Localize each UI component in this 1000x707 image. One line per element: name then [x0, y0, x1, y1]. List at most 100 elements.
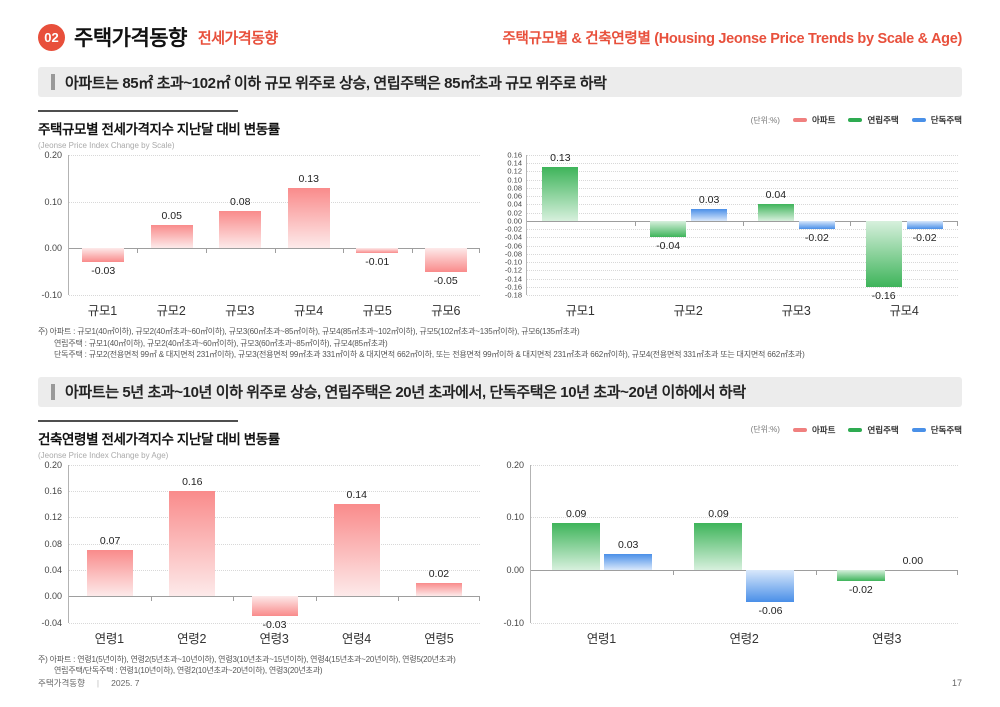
bar	[251, 596, 298, 617]
y-tick-label: -0.02	[504, 224, 522, 234]
chart-section-subtitle: (Jeonse Price Index Change by Scale)	[38, 141, 175, 151]
bar-slot: -0.01	[356, 155, 399, 295]
bar-slot: -0.16	[865, 155, 902, 302]
y-tick-label: 0.00	[44, 591, 62, 602]
gridline	[527, 295, 958, 297]
x-category-label: 규모3	[225, 304, 255, 319]
gridline	[69, 464, 480, 466]
plot-area: -0.03 0.05 0.08 0.13 -0.01 -0.05	[68, 155, 480, 297]
section-head-age: 건축연령별 전세가격지수 지난달 대비 변동률 (Jeonse Price In…	[38, 419, 962, 460]
x-category-label: 연령3	[259, 631, 289, 646]
footer-doc-title: 주택가격동향	[38, 678, 85, 688]
y-tick-label: 0.14	[507, 158, 522, 168]
header-topic: 주택규모별 & 건축연령별 (Housing Jeonse Price Tren…	[502, 30, 962, 47]
gridline	[527, 171, 958, 173]
category-group: 0.09 0.03	[531, 465, 673, 623]
gridline	[527, 270, 958, 272]
gridline	[531, 622, 958, 624]
bar-slot: -0.04	[650, 155, 687, 295]
bar	[542, 167, 579, 221]
x-category-label: 연령5	[424, 631, 454, 646]
x-axis-tick	[397, 596, 399, 602]
y-tick-label: 0.20	[506, 459, 524, 470]
page-number: 17	[951, 678, 962, 688]
x-axis-tick	[815, 570, 817, 576]
bar	[415, 583, 462, 597]
x-axis-tick	[673, 570, 675, 576]
chart-legend: (단위:%) 아파트 연립주택 단독주택	[751, 114, 962, 126]
gridline	[527, 286, 958, 288]
category-group: 0.16	[151, 465, 233, 623]
legend-label: 아파트	[811, 115, 836, 126]
legend-swatch-detached	[911, 427, 926, 432]
category-group: 0.04 -0.02	[743, 155, 851, 295]
x-category-label: 연령2	[177, 631, 207, 646]
gridline	[527, 155, 958, 157]
category-group: 0.09 -0.06	[673, 465, 815, 623]
section-title-block: 건축연령별 전세가격지수 지난달 대비 변동률 (Jeonse Price In…	[38, 419, 280, 460]
bar-slot: -0.02	[798, 155, 835, 295]
unit-label: (단위:%)	[750, 425, 780, 435]
bar-value-label: 0.05	[161, 210, 182, 223]
bar-value-label: 0.00	[902, 555, 924, 568]
x-category-label: 규모5	[362, 304, 392, 319]
category-group: 0.13	[275, 155, 344, 295]
legend-label: 단독주택	[930, 115, 962, 126]
x-axis-tick	[315, 596, 317, 602]
gridline	[527, 229, 958, 231]
gridline	[527, 237, 958, 239]
category-group: -0.16 -0.02	[850, 155, 958, 302]
bar-slot: -0.03	[251, 465, 298, 631]
y-tick-label: -0.04	[504, 232, 522, 242]
x-category-label: 규모1	[565, 304, 595, 319]
bar-value-label: 0.13	[298, 172, 319, 185]
bar-value-label: -0.16	[871, 289, 896, 302]
bar-slot: -0.06	[746, 465, 795, 623]
bar-value-label: 0.16	[182, 476, 203, 489]
bar	[757, 204, 794, 221]
bar-value-label: 0.13	[550, 152, 571, 165]
y-tick-label: 0.00	[44, 243, 62, 254]
footnote-line: 연립주택 : 규모1(40㎡이하), 규모2(40㎡초과~60㎡이하), 규모3…	[54, 338, 388, 348]
x-category-label: 규모4	[889, 304, 919, 319]
header-left: 02 주택가격동향 전세가격동향	[38, 22, 278, 52]
bar-slot: 0.00	[889, 465, 937, 623]
bar-slot: 0.04	[757, 155, 794, 295]
y-axis: 0.20 0.10 0.00 -0.10	[500, 460, 530, 647]
bar-slot: -0.02	[906, 155, 943, 295]
y-tick-label: 0.20	[44, 459, 62, 470]
bar	[836, 570, 885, 581]
bar-value-label: -0.03	[262, 619, 287, 632]
y-tick-label: -0.16	[504, 282, 522, 292]
bar-slot: 0.09	[552, 465, 601, 623]
bar-slot: 0.16	[169, 465, 216, 623]
bar-value-label: -0.03	[91, 265, 116, 278]
category-group: 0.14	[316, 465, 398, 623]
y-axis: 0.20 0.16 0.12 0.08 0.04 0.00 -0.04	[38, 460, 68, 647]
y-tick-label: -0.10	[503, 617, 524, 628]
x-category-label: 연령3	[872, 631, 902, 646]
bar	[169, 491, 216, 597]
bar-value-label: 0.09	[565, 507, 587, 520]
callout-bar	[51, 74, 55, 90]
x-axis-tick	[233, 596, 235, 602]
chart-scale-apartment: 0.20 0.10 0.00 -0.10 -0.03 0.05 0.08 0.13 -0.01-…	[38, 150, 480, 319]
charts-row-scale: 0.20 0.10 0.00 -0.10 -0.03 0.05 0.08 0.13 -0.01-…	[38, 150, 962, 319]
unit-label: (단위:%)	[750, 115, 780, 125]
y-tick-label: 0.16	[44, 486, 62, 497]
bar	[333, 504, 380, 597]
category-group: 0.13	[527, 152, 635, 295]
summary-callout-age: 아파트는 5년 초과~10년 이하 위주로 상승, 연립주택은 20년 초과에서…	[38, 376, 962, 407]
gridline	[531, 464, 958, 466]
bar-value-label: 0.03	[698, 193, 720, 206]
y-tick-label: 0.08	[44, 538, 62, 549]
gridline	[69, 570, 480, 572]
plot-area: 0.07 0.16 -0.03 0.14 0.02	[68, 464, 480, 631]
bar	[906, 220, 943, 230]
chart-section-subtitle: (Jeonse Price Index Change by Age)	[38, 450, 169, 460]
bar-slot: 0.08	[219, 155, 262, 295]
bar-value-label: 0.04	[765, 189, 787, 202]
footnotes-age: 주) 아파트 : 연령1(5년이하), 연령2(5년초과~10년이하), 연령3…	[38, 654, 962, 677]
x-axis-tick	[479, 596, 480, 602]
